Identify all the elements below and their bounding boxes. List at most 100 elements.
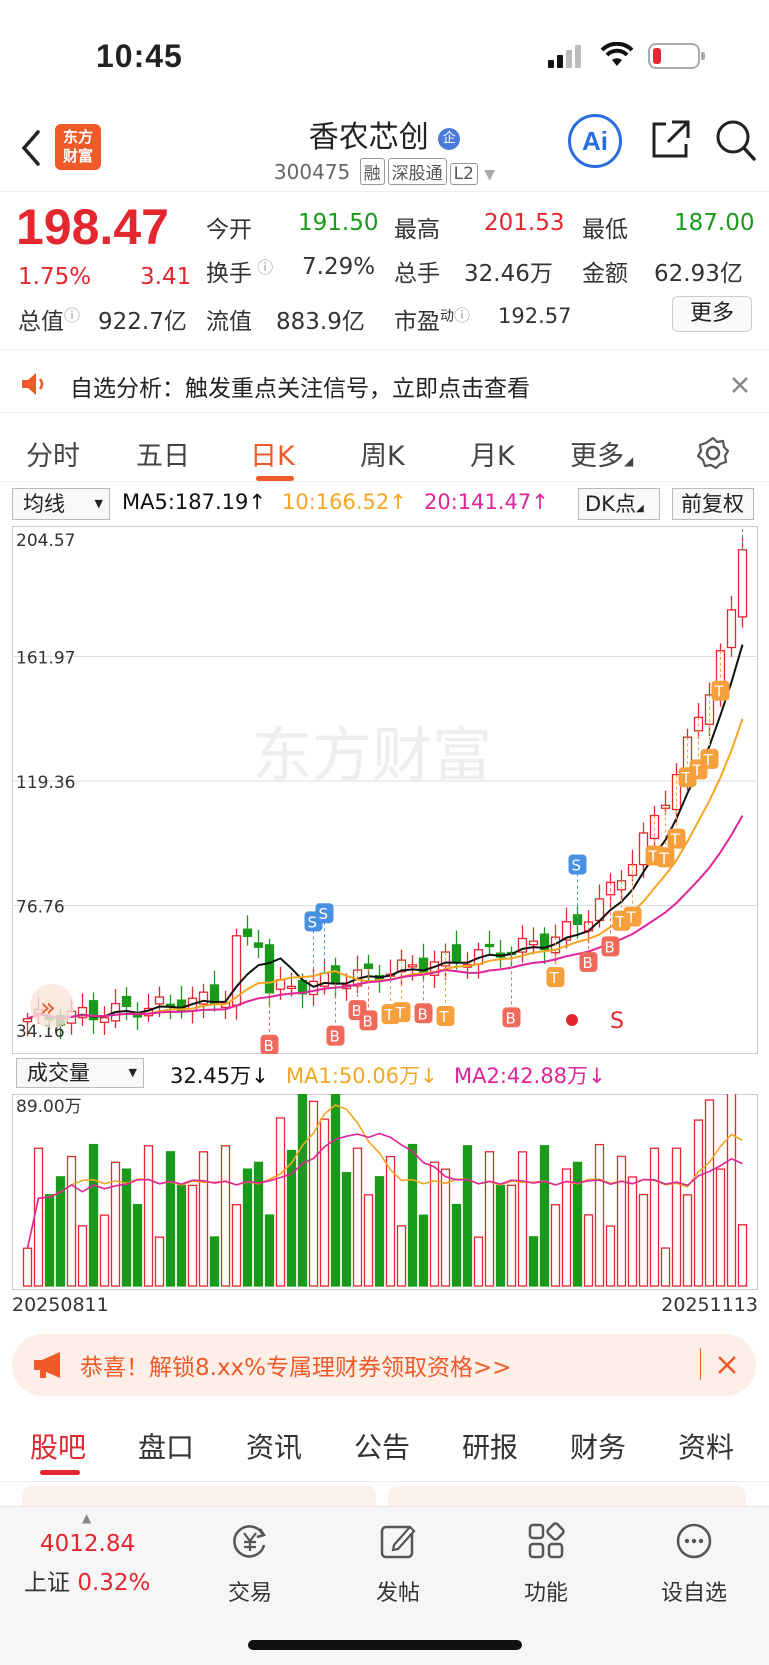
status-time: 10:45 [96, 38, 183, 74]
ai-button[interactable]: Ai [568, 114, 622, 168]
tab-finance[interactable]: 财务 [570, 1431, 627, 1464]
signal-badge-label: T [714, 683, 725, 701]
ma20-line [27, 815, 744, 1020]
signal-badge [656, 847, 675, 868]
tab-profile[interactable]: 资料 [678, 1431, 735, 1464]
signal-badge [546, 967, 565, 988]
candle-body [561, 921, 572, 941]
tab-monthly-k[interactable]: 月K [470, 441, 515, 472]
signal-badge [601, 936, 620, 957]
settings-icon[interactable] [696, 436, 730, 470]
volume-bar [594, 1143, 605, 1287]
candle-body [77, 1006, 88, 1019]
close-icon[interactable] [716, 1354, 738, 1376]
tab-news[interactable]: 资讯 [246, 1431, 303, 1464]
info-icon[interactable]: ⓘ [454, 306, 471, 325]
signal-badge [700, 748, 719, 769]
stock-code-row[interactable]: 300475 融深股通 L2 ▼ [0, 158, 769, 185]
up-arrow-icon[interactable]: ▲ [82, 1511, 92, 1525]
volume-bar [374, 1176, 385, 1287]
volume-bar [121, 1168, 132, 1287]
pe-value: 192.57 [498, 304, 572, 328]
promo-banner[interactable]: 恭喜！解锁8.xx%专属理财券领取资格>> [12, 1334, 756, 1396]
expand-left-icon[interactable]: » [30, 984, 74, 1028]
volume-bar [187, 1184, 198, 1287]
share-icon[interactable] [648, 118, 692, 162]
back-icon[interactable] [18, 128, 42, 168]
tab-more[interactable]: 更多◢ [570, 441, 634, 472]
open-value: 191.50 [298, 210, 379, 236]
tab-orderbook[interactable]: 盘口 [138, 1431, 195, 1464]
tab-daily-k[interactable]: 日K [250, 441, 295, 472]
search-icon[interactable] [714, 118, 758, 164]
y-tick-label: 119.36 [16, 773, 75, 793]
yen-cycle-icon [233, 1525, 266, 1558]
volume-bar [462, 1145, 473, 1287]
volume-bar [55, 1176, 66, 1287]
volume-bar [693, 1119, 704, 1287]
signal-badge-label: B [605, 938, 615, 956]
volume-bar [242, 1168, 253, 1287]
nav-post[interactable]: 发帖 [348, 1521, 448, 1607]
volume-bar [77, 1225, 88, 1287]
volume-bar [429, 1161, 440, 1287]
volume-bars-layer [22, 1094, 748, 1287]
volume-bar [286, 1149, 297, 1287]
kline-chart[interactable]: 东方财富 BSSBBBTTBTBTSBBTTTTTTTTTS 204.57161… [12, 526, 758, 1054]
current-price: 198.47 [16, 199, 169, 255]
index-value[interactable]: 4012.84 [40, 1531, 136, 1557]
volume-bar [176, 1184, 187, 1287]
more-button[interactable]: 更多 [672, 296, 752, 332]
adjust-selector[interactable]: 前复权 [672, 488, 754, 520]
volume-bar [561, 1168, 572, 1287]
candle-body [253, 942, 264, 948]
ma5-value: MA5:187.19↑ [122, 490, 266, 514]
banner-text: 恭喜！解锁8.xx%专属理财券领取资格>> [80, 1355, 512, 1381]
signal-badge-label: S [319, 905, 329, 923]
ma-selector[interactable]: 均线 ▼ [12, 488, 110, 520]
nav-functions[interactable]: 功能 [496, 1521, 596, 1607]
tab-five-day[interactable]: 五日 [136, 441, 190, 472]
info-icon[interactable]: ⓘ [252, 258, 274, 277]
volume-bar [308, 1100, 319, 1287]
ma5-line [27, 644, 744, 1020]
nav-post-label: 发帖 [375, 1581, 420, 1606]
dk-point-selector[interactable]: DK点◢ [578, 488, 660, 520]
open-label: 今开 [206, 217, 252, 243]
volume-bar [132, 1203, 143, 1287]
volume-chart[interactable]: 89.00万 [12, 1094, 758, 1290]
active-tab-indicator [40, 1470, 80, 1475]
volume-selector[interactable]: 成交量 ▼ [16, 1058, 144, 1088]
more-dots-icon [676, 1523, 712, 1559]
signal-badge [667, 828, 686, 849]
stock-header: 东方 财富 香农芯创 企 300475 融深股通 L2 ▼ Ai [0, 110, 769, 192]
tab-research[interactable]: 研报 [462, 1431, 519, 1464]
analysis-notice[interactable]: 自选分析：触发重点关注信号，立即点击查看 [0, 355, 769, 413]
volume-bar [110, 1161, 121, 1287]
nav-add-watchlist-label: 设自选 [660, 1581, 727, 1606]
candle-body [308, 980, 319, 996]
signal-badge-label: B [352, 1002, 362, 1020]
pe-label: 市盈动ⓘ [394, 306, 471, 335]
float-label: 流值 [206, 309, 252, 335]
candle-body [517, 937, 528, 953]
info-icon[interactable]: ⓘ [64, 306, 81, 325]
tab-intraday[interactable]: 分时 [26, 441, 80, 472]
signal-badge [414, 1003, 433, 1024]
volume-bar [352, 1147, 363, 1287]
tab-weekly-k[interactable]: 周K [360, 441, 405, 472]
signal-badge-label: T [659, 849, 670, 867]
signal-badge [568, 854, 587, 875]
volume-bar [22, 1247, 33, 1287]
nav-trade[interactable]: 交易 [200, 1521, 300, 1607]
y-tick-label: 76.76 [16, 898, 65, 918]
indicator-row: 均线 ▼ MA5:187.19↑ 10:166.52↑ 20:141.47↑ DK… [12, 488, 762, 524]
tab-announcements[interactable]: 公告 [354, 1431, 411, 1464]
volume-bar [649, 1147, 660, 1287]
tab-guba[interactable]: 股吧 [30, 1431, 87, 1464]
nav-add-watchlist[interactable]: 设自选 [644, 1521, 744, 1607]
close-icon[interactable] [730, 375, 750, 395]
volume-bar [407, 1143, 418, 1287]
volume-bar [44, 1194, 55, 1287]
index-info[interactable]: 上证 0.32% [24, 1570, 151, 1596]
